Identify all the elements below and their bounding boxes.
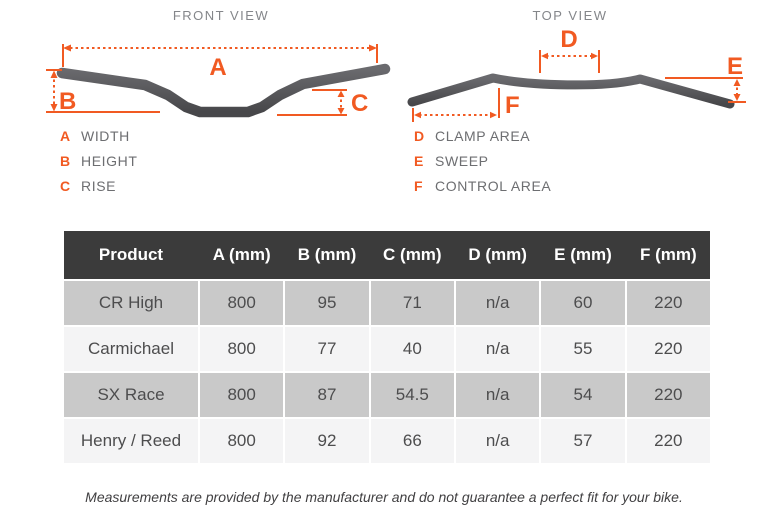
cell-d: n/a <box>455 281 540 325</box>
cell-d: n/a <box>455 419 540 463</box>
legend-label-rise: RISE <box>81 178 117 194</box>
cell-b: 87 <box>285 373 369 417</box>
column-header-e: E (mm) <box>554 245 612 264</box>
cell-e: 60 <box>541 281 625 325</box>
column-header-f: F (mm) <box>639 245 697 264</box>
legend-key-e: E <box>414 153 424 169</box>
legend-item-clamp-area: D CLAMP AREA <box>414 124 551 149</box>
dim-label-e: E <box>727 53 743 80</box>
front-view-diagram: A B C <box>46 44 391 118</box>
cell-e: 55 <box>541 327 625 371</box>
cell-d: n/a <box>455 373 540 417</box>
cell-b: 95 <box>285 281 369 325</box>
dim-c-rise: C <box>277 89 368 117</box>
legend-label-height: HEIGHT <box>81 153 138 169</box>
cell-e: 54 <box>541 373 625 417</box>
top-view-legend: D CLAMP AREA E SWEEP F CONTROL AREA <box>414 124 551 199</box>
table-row-henry-reed: Henry / Reed 800 92 66 n/a 57 220 <box>64 419 710 463</box>
legend-key-d: D <box>414 128 425 144</box>
dim-label-d: D <box>560 26 577 53</box>
dim-f-control-area: F <box>412 88 520 122</box>
dim-e-sweep: E <box>665 53 746 103</box>
legend-label-clamp-area: CLAMP AREA <box>435 128 531 144</box>
cell-product: Henry / Reed <box>64 419 198 463</box>
legend-item-sweep: E SWEEP <box>414 149 551 174</box>
dim-d-clamp-area: D <box>539 26 600 73</box>
front-view-title: FRONT VIEW <box>172 8 270 23</box>
table-header-row: Product A (mm) B (mm) C (mm) D (mm) E (m… <box>64 231 710 279</box>
legend-item-height: B HEIGHT <box>60 149 138 174</box>
cell-c: 71 <box>370 281 454 325</box>
table-row-carmichael: Carmichael 800 77 40 n/a 55 220 <box>64 327 710 371</box>
spec-table: Product A (mm) B (mm) C (mm) D (mm) E (m… <box>64 231 710 463</box>
column-header-b: B (mm) <box>297 245 357 264</box>
handlebar-top-shape <box>407 73 735 109</box>
cell-f: 220 <box>626 373 710 417</box>
cell-f: 220 <box>626 327 710 371</box>
legend-label-sweep: SWEEP <box>435 153 489 169</box>
legend-key-b: B <box>60 153 71 169</box>
column-header-c: C (mm) <box>383 245 442 264</box>
legend-key-a: A <box>60 128 71 144</box>
cell-product: CR High <box>64 281 198 325</box>
legend-label-width: WIDTH <box>81 128 130 144</box>
dim-b-height: B <box>46 69 160 115</box>
legend-item-control-area: F CONTROL AREA <box>414 174 551 199</box>
cell-a: 800 <box>200 373 284 417</box>
dim-a-width: A <box>62 44 378 81</box>
cell-c: 40 <box>370 327 454 371</box>
cell-b: 92 <box>285 419 369 463</box>
cell-product: Carmichael <box>64 327 198 371</box>
cell-f: 220 <box>626 419 710 463</box>
legend-item-rise: C RISE <box>60 174 138 199</box>
top-view-title: TOP VIEW <box>532 8 608 23</box>
dim-label-f: F <box>505 92 520 119</box>
handlebar-front-shape <box>56 63 391 118</box>
cell-f: 220 <box>626 281 710 325</box>
cell-e: 57 <box>541 419 625 463</box>
cell-c: 54.5 <box>370 373 454 417</box>
legend-item-width: A WIDTH <box>60 124 138 149</box>
dim-label-a: A <box>209 54 226 81</box>
table-row-sx-race: SX Race 800 87 54.5 n/a 54 220 <box>64 373 710 417</box>
cell-a: 800 <box>200 281 284 325</box>
legend-key-f: F <box>414 178 424 194</box>
dim-label-c: C <box>351 90 368 117</box>
legend-label-control-area: CONTROL AREA <box>435 178 552 194</box>
cell-b: 77 <box>285 327 369 371</box>
cell-c: 66 <box>370 419 454 463</box>
top-view-diagram: D E F <box>407 26 746 122</box>
cell-a: 800 <box>200 327 284 371</box>
column-header-a: A (mm) <box>212 245 271 264</box>
column-header-d: D (mm) <box>468 245 527 264</box>
front-view-legend: A WIDTH B HEIGHT C RISE <box>60 124 138 199</box>
cell-product: SX Race <box>64 373 198 417</box>
disclaimer-text: Measurements are provided by the manufac… <box>85 489 683 505</box>
dim-label-b: B <box>59 88 76 115</box>
cell-d: n/a <box>455 327 540 371</box>
table-row-cr-high: CR High 800 95 71 n/a 60 220 <box>64 281 710 325</box>
cell-a: 800 <box>200 419 284 463</box>
column-header-product: Product <box>98 245 164 264</box>
legend-key-c: C <box>60 178 71 194</box>
